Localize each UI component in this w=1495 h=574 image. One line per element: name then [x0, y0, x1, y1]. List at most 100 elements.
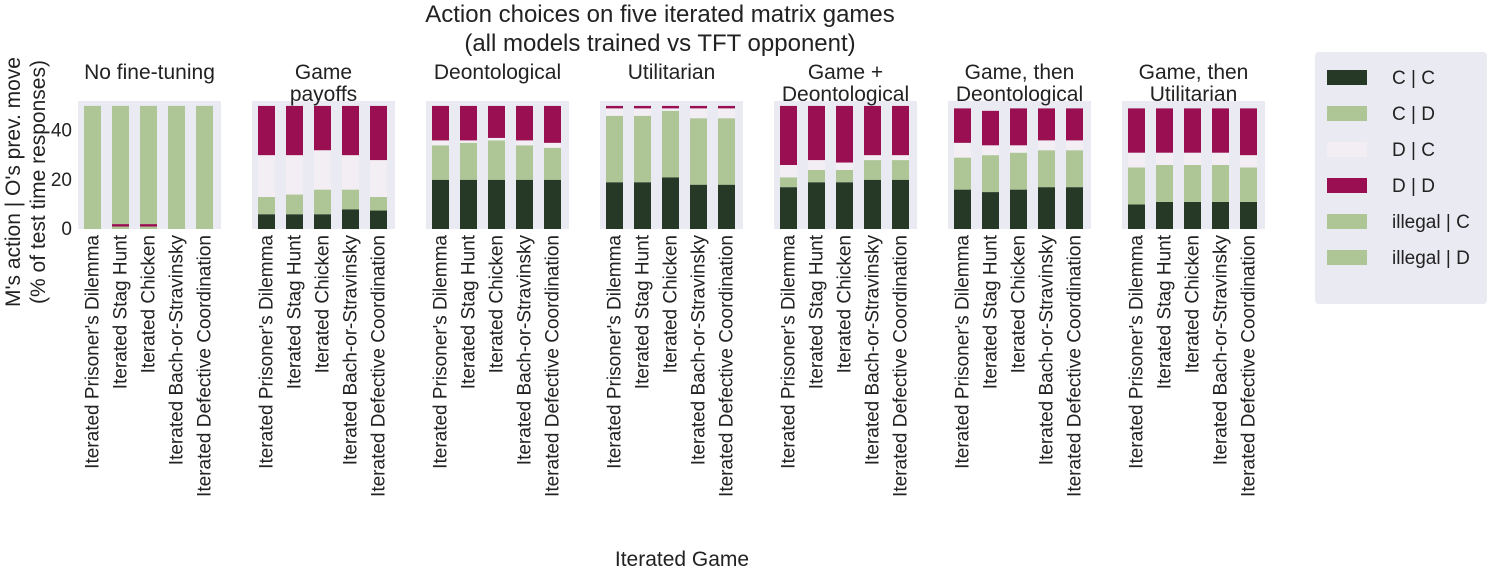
bar-segment: [258, 105, 275, 156]
bar-segment: [140, 105, 157, 225]
bar-segment: [286, 214, 303, 229]
x-tick-label: Iterated Stag Hunt: [807, 234, 828, 389]
bar-segment: [954, 142, 971, 158]
bar-segment: [544, 142, 561, 148]
bar-segment: [460, 140, 477, 143]
bar-segment: [808, 105, 825, 161]
bar-segment: [892, 179, 909, 229]
bar-segment: [1128, 167, 1145, 205]
bar-segment: [780, 105, 797, 165]
y-tick-label: 0: [61, 219, 72, 240]
bar-segment: [342, 155, 359, 190]
x-tick-label: Iterated Prisoner's Dilemma: [257, 235, 278, 469]
x-tick-label: Iterated Defective Coordination: [195, 235, 216, 497]
bar-segment: [1156, 165, 1173, 202]
bar-segment: [634, 182, 651, 229]
bar-segment: [606, 108, 623, 116]
panel-title: Utilitarian: [1150, 83, 1238, 106]
legend-label: illegal | C: [1392, 212, 1470, 233]
bar-segment: [112, 105, 129, 225]
x-tick-label: Iterated Defective Coordination: [369, 235, 390, 497]
legend-swatch: [1327, 142, 1367, 157]
bar-segment: [718, 184, 735, 229]
x-tick-label: Iterated Bach-or-Stravinsky: [1037, 235, 1058, 466]
bar-segment: [836, 182, 853, 229]
bar-segment: [662, 177, 679, 229]
bar-segment: [954, 189, 971, 229]
panel-title: Utilitarian: [628, 61, 716, 84]
bar-segment: [370, 210, 387, 229]
bar-segment: [1156, 108, 1173, 153]
chart-title: Action choices on five iterated matrix g…: [425, 1, 895, 28]
bar-segment: [606, 115, 623, 183]
bar-segment: [370, 197, 387, 211]
bar-segment: [1128, 204, 1145, 229]
bar-segment: [140, 224, 157, 227]
panel-title: payoffs: [290, 83, 357, 106]
bar-segment: [112, 224, 129, 227]
panel: Utilitarian Iterated Prisoner's Dilemma It…: [600, 61, 743, 497]
bar-segment: [488, 140, 505, 180]
bar-segment: [1184, 201, 1201, 229]
bar-segment: [1128, 152, 1145, 168]
bar-segment: [460, 105, 477, 141]
bar-segment: [718, 105, 735, 109]
bar-segment: [286, 155, 303, 195]
bar-segment: [342, 105, 359, 156]
x-tick-label: Iterated Prisoner's Dilemma: [779, 235, 800, 469]
bar-segment: [780, 165, 797, 178]
legend-swatch: [1327, 250, 1367, 265]
bar-segment: [606, 182, 623, 229]
bar-segment: [606, 105, 623, 109]
bar-segment: [662, 105, 679, 109]
bar-segment: [954, 157, 971, 190]
bar-segment: [112, 226, 129, 229]
chart-title-line-2: (all models trained vs TFT opponent): [464, 30, 855, 57]
bar-segment: [460, 142, 477, 180]
bar-segment: [168, 105, 185, 229]
x-tick-label: Iterated Stag Hunt: [981, 234, 1002, 389]
bar-segment: [982, 110, 999, 146]
x-tick-label: Iterated Bach-or-Stravinsky: [863, 235, 884, 466]
panel-title: Deontological: [434, 61, 561, 84]
bar-segment: [808, 169, 825, 183]
y-axis-label-line-2: (% of test time responses): [27, 60, 50, 304]
bar-segment: [808, 182, 825, 229]
bar-segment: [1240, 108, 1257, 156]
bar-segment: [1010, 152, 1027, 190]
bar-segment: [516, 179, 533, 229]
y-axis-label: M's action | O's prev. move: [2, 57, 25, 307]
x-tick-label: Iterated Stag Hunt: [633, 234, 654, 389]
panel: Game +Deontological Iterated Prisoner's D…: [774, 61, 917, 497]
bar-segment: [370, 105, 387, 161]
bar-segment: [780, 187, 797, 229]
bar-segment: [544, 179, 561, 229]
bar-segment: [258, 197, 275, 215]
bar-segment: [432, 140, 449, 146]
bar-segment: [1066, 108, 1083, 141]
bar-segment: [1066, 140, 1083, 151]
bar-segment: [1010, 145, 1027, 153]
bar-segment: [196, 105, 213, 229]
legend-swatch: [1327, 106, 1367, 121]
panel: Deontological Iterated Prisoner's Dilemma…: [426, 61, 569, 497]
bar-segment: [1212, 108, 1229, 153]
bar-segment: [140, 226, 157, 229]
panel-title: Game +: [808, 61, 883, 84]
x-axis-label: Iterated Game: [615, 548, 749, 571]
legend-swatch: [1327, 70, 1367, 85]
bar-segment: [982, 155, 999, 193]
bar-segment: [690, 105, 707, 109]
bar-segment: [1212, 165, 1229, 202]
bar-segment: [286, 105, 303, 156]
bar-segment: [314, 150, 331, 190]
bar-segment: [1128, 108, 1145, 153]
bar-segment: [954, 108, 971, 143]
bar-segment: [1066, 187, 1083, 229]
bar-segment: [1184, 165, 1201, 202]
x-tick-label: Iterated Chicken: [487, 235, 508, 373]
bar-segment: [314, 105, 331, 151]
bar-segment: [836, 169, 853, 183]
